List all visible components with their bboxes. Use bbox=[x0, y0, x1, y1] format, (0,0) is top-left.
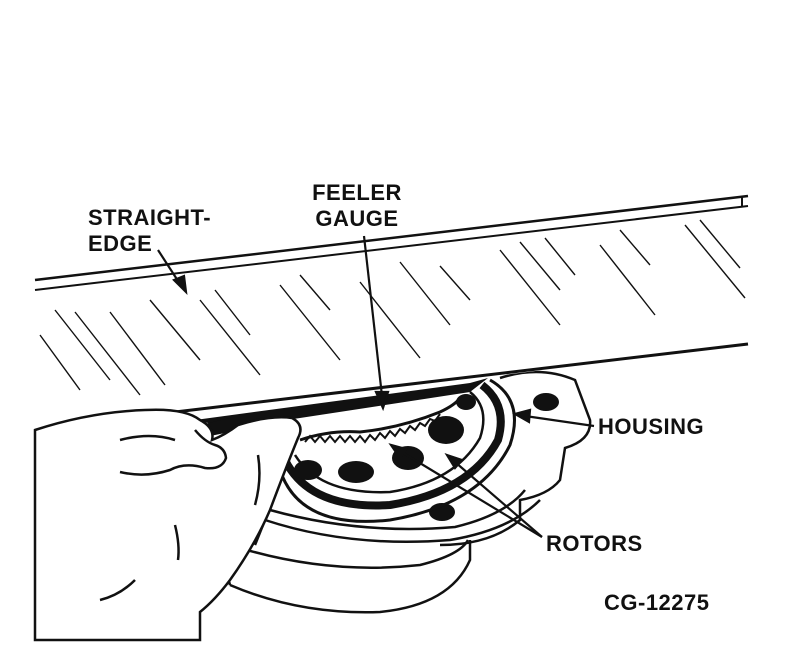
straightedge bbox=[34, 194, 749, 420]
straightedge-label: STRAIGHT- EDGE bbox=[88, 205, 211, 257]
rotors-label: ROTORS bbox=[546, 531, 643, 556]
hand bbox=[33, 408, 302, 642]
feeler-gauge-label-line1: FEELER bbox=[312, 180, 402, 205]
leader-lines bbox=[157, 235, 595, 538]
straightedge-label-line1: STRAIGHT- bbox=[88, 205, 212, 230]
figure-code: CG-12275 bbox=[604, 590, 710, 615]
feeler-gauge-label: FEELER GAUGE bbox=[302, 180, 412, 232]
straightedge-label-line2: EDGE bbox=[88, 231, 153, 256]
housing-label: HOUSING bbox=[598, 414, 705, 439]
feeler-gauge-label-line2: GAUGE bbox=[315, 206, 399, 231]
housing-rings bbox=[278, 378, 516, 523]
pump-housing bbox=[226, 370, 592, 614]
inner-rotor bbox=[299, 397, 462, 444]
bolt-hole bbox=[533, 393, 559, 411]
